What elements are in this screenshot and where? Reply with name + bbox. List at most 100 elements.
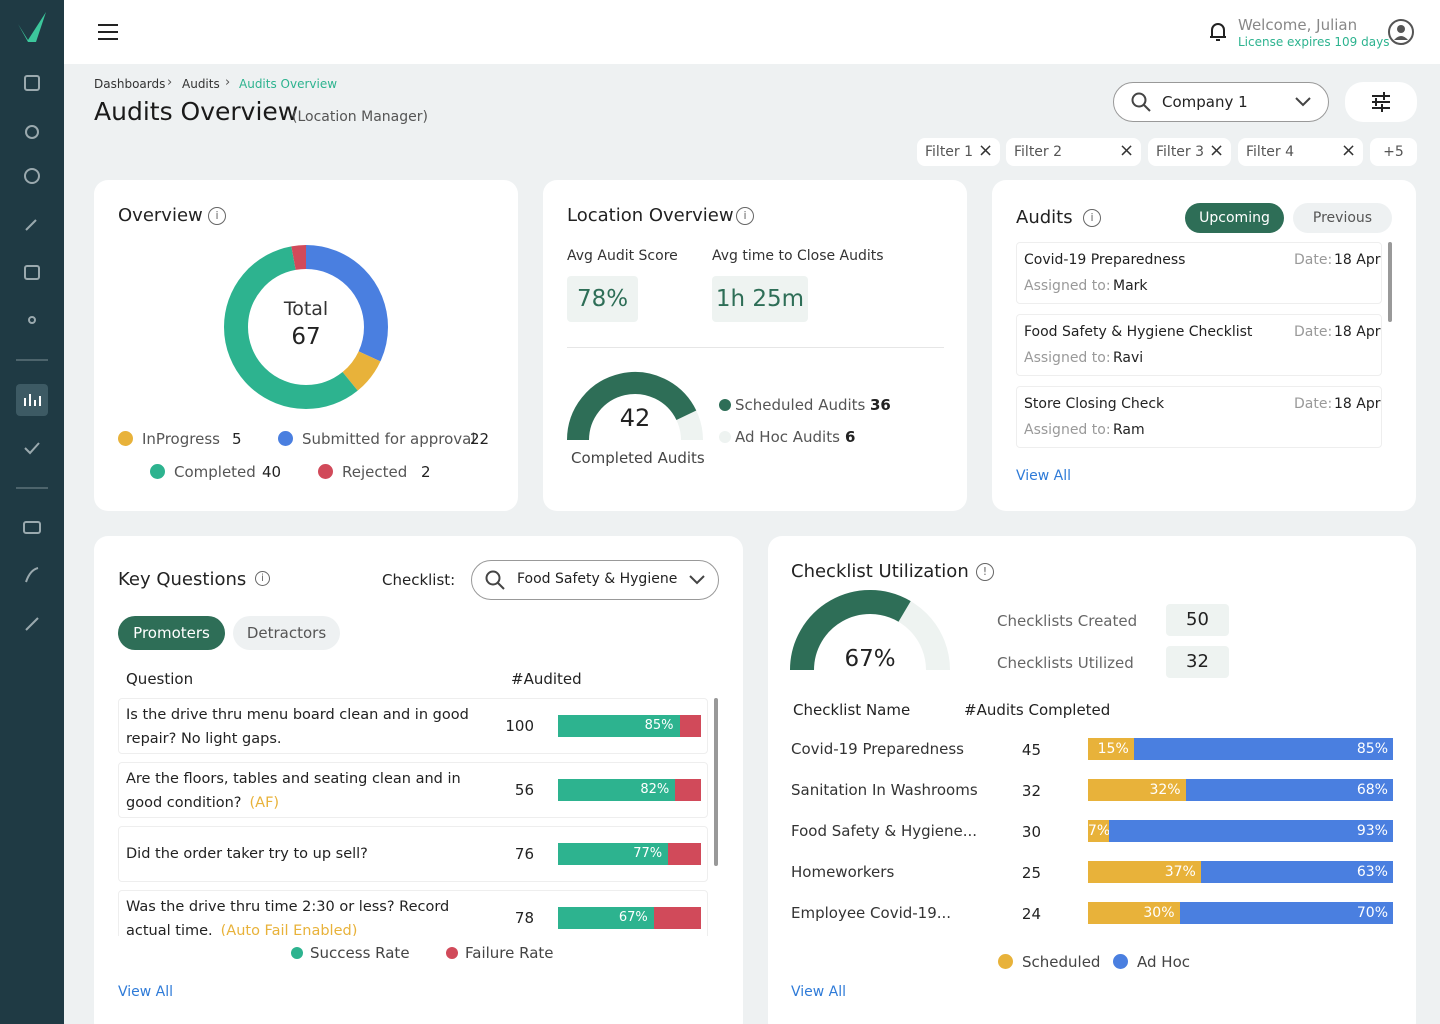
decoration: [16, 384, 48, 416]
scheduled-bar: 37%: [1088, 861, 1201, 883]
filter-settings-button[interactable]: [1345, 82, 1417, 122]
search-icon: [1131, 92, 1151, 112]
info-icon[interactable]: !: [976, 563, 994, 581]
card-title: Location Overview: [567, 205, 734, 226]
metric-label: Avg Audit Score: [567, 248, 678, 264]
card-title: Audits: [1016, 207, 1073, 228]
legend-label: Completed: [174, 463, 256, 481]
decoration: [24, 168, 40, 184]
legend-label: Failure Rate: [465, 944, 554, 962]
question-row: [118, 890, 708, 936]
audited-count: 78: [514, 909, 534, 927]
question-text: Are the floors, tables and seating clean…: [126, 767, 481, 815]
legend-label: Ad Hoc Audits: [735, 428, 840, 446]
question-tag: (AF): [249, 795, 280, 811]
company-select[interactable]: [1113, 82, 1329, 122]
audit-date: 18 Apr: [1334, 324, 1381, 340]
decoration: [1295, 97, 1311, 107]
audit-item[interactable]: [1016, 314, 1382, 376]
filter-chip[interactable]: Filter 1: [917, 138, 1000, 166]
sidebar: [0, 0, 64, 1024]
info-icon[interactable]: i: [208, 207, 226, 225]
metric-label: Checklists Utilized: [997, 654, 1134, 672]
tab-active[interactable]: Promoters: [118, 616, 225, 650]
decoration: [1131, 92, 1147, 108]
question-row: [118, 698, 708, 754]
notifications-button[interactable]: [1208, 21, 1228, 43]
info-icon[interactable]: i: [736, 207, 754, 225]
view-all-link[interactable]: View All: [118, 984, 174, 1000]
legend-swatch: [318, 464, 333, 479]
scheduled-bar: 32%: [1088, 779, 1186, 801]
question-text: Is the drive thru menu board clean and i…: [126, 703, 481, 751]
audits-completed: 25: [1021, 864, 1041, 882]
decoration: [1210, 23, 1226, 41]
adhoc-bar: 93%: [1109, 820, 1393, 842]
filter-chip[interactable]: Filter 2: [1006, 138, 1141, 166]
column-header: #Audits Completed: [964, 701, 1111, 719]
decoration: [28, 316, 36, 324]
info-icon[interactable]: i: [1083, 209, 1101, 227]
date-label: Date:: [1294, 396, 1333, 412]
audit-item[interactable]: [1016, 386, 1382, 448]
date-label: Date:: [1294, 252, 1333, 268]
chevron: [1295, 97, 1311, 107]
more-filters[interactable]: +5: [1370, 138, 1417, 166]
legend-swatch: [118, 431, 133, 446]
breadcrumb-item[interactable]: Dashboards: [94, 77, 166, 91]
donut-label: Total: [283, 298, 328, 320]
legend-swatch: [719, 431, 731, 443]
gauge-arc: [790, 590, 911, 671]
checklist-select[interactable]: [471, 560, 719, 600]
legend-swatch: [998, 954, 1013, 969]
breadcrumb-item[interactable]: Audits: [182, 77, 220, 91]
question-list: Is the drive thru menu board clean and i…: [118, 698, 710, 936]
decoration: [25, 219, 37, 231]
legend-label: Scheduled Audits: [735, 396, 866, 414]
decoration: [497, 582, 505, 590]
tab[interactable]: Detractors: [233, 616, 340, 650]
legend-label: Scheduled: [1022, 953, 1101, 971]
audit-item[interactable]: [1016, 242, 1382, 304]
legend-swatch: [278, 431, 293, 446]
checklist-name: Covid-19 Preparedness: [791, 740, 964, 758]
info-icon[interactable]: i: [255, 571, 270, 586]
profile-button[interactable]: [1387, 18, 1415, 46]
question: Was the drive thru time 2:30 or less? Re…: [126, 899, 450, 936]
question: Is the drive thru menu board clean and i…: [126, 707, 469, 747]
overview-card: [94, 180, 518, 511]
tab[interactable]: Previous: [1293, 203, 1392, 233]
scrollbar: [714, 698, 718, 866]
assigned-label: Assigned to:: [1024, 350, 1111, 366]
checklist-name: Sanitation In Washrooms: [791, 781, 978, 799]
legend-swatch: [150, 464, 165, 479]
legend-label: Submitted for approval: [302, 430, 476, 448]
column-header: Checklist Name: [793, 701, 911, 719]
filter-chip[interactable]: Filter 3: [1148, 138, 1231, 166]
chevron: [689, 575, 705, 585]
view-all-link[interactable]: View All: [791, 984, 847, 1000]
page-title: Audits Overview: [94, 97, 299, 126]
audit-date: 18 Apr: [1334, 252, 1381, 268]
nav-icons: [16, 75, 48, 631]
decoration: [98, 24, 118, 40]
remove-filter[interactable]: ×: [978, 140, 994, 161]
remove-filter[interactable]: ×: [1341, 140, 1357, 161]
menu-button[interactable]: [97, 23, 119, 41]
metric-value: 32: [1166, 646, 1229, 678]
tab-active[interactable]: Upcoming: [1185, 203, 1284, 233]
remove-filter[interactable]: ×: [1209, 140, 1225, 161]
view-all-link[interactable]: View All: [1016, 468, 1072, 484]
decoration: [689, 575, 705, 585]
remove-filter[interactable]: ×: [1119, 140, 1135, 161]
question: Are the floors, tables and seating clean…: [126, 771, 461, 811]
legend-label: InProgress: [142, 430, 220, 448]
sliders-icon: [1372, 92, 1390, 112]
divider: [567, 347, 944, 348]
filter-chip[interactable]: Filter 4: [1238, 138, 1363, 166]
legend-swatch: [446, 947, 458, 959]
donut-chart: Total 67: [224, 245, 388, 409]
checklist-name: Food Safety & Hygiene...: [791, 822, 978, 840]
metric-value: 50: [1166, 604, 1229, 636]
